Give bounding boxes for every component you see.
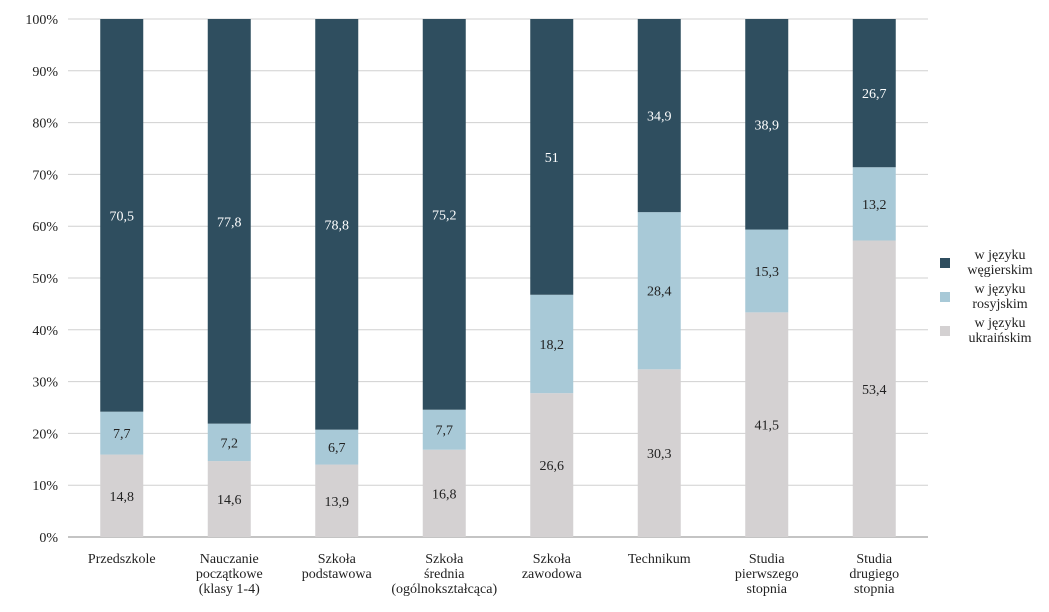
value-label: 7,7	[436, 424, 454, 439]
legend-label: w języku węgierskim	[967, 248, 1033, 278]
x-tick-label-line: Studia	[856, 552, 893, 567]
bar-segment	[852, 167, 896, 241]
y-tick-label: 30%	[32, 376, 58, 391]
value-label: 51	[545, 151, 559, 166]
bar-segment	[745, 312, 789, 537]
value-label: 16,8	[432, 487, 457, 502]
value-label: 7,2	[221, 436, 239, 451]
value-label: 13,9	[325, 495, 350, 510]
legend: w języku węgierskim w języku rosyjskim w j…	[940, 248, 1049, 350]
x-tick-label: Nauczanie początkowe (klasy 1-4)	[196, 552, 263, 597]
bar-segment	[852, 240, 896, 537]
y-tick-label: 40%	[32, 324, 58, 339]
x-tick-label-line: (ogólnokształcąca)	[391, 582, 497, 597]
x-tick-label-line: stopnia	[747, 582, 788, 597]
x-tick-label-line: zawodowa	[522, 567, 583, 582]
chart: 0% 10% 20% 30% 40% 50% 60% 70% 80% 90% 100% 14,8 7,7…	[25, 13, 928, 597]
value-label: 26,7	[862, 87, 887, 102]
bar-segment	[422, 409, 466, 450]
x-tick-label-line: Szkoła	[318, 552, 357, 567]
bar-segment	[637, 19, 681, 213]
x-tick-label-line: Przedszkole	[88, 552, 156, 567]
x-tick-label: Szkoła podstawowa	[302, 552, 373, 582]
value-label: 34,9	[647, 110, 672, 125]
x-tick-label-line: Szkoła	[425, 552, 464, 567]
x-tick-label: Studia pierwszego stopnia	[735, 552, 799, 597]
y-tick-label: 90%	[32, 65, 58, 80]
x-tick-label: Studia drugiego stopnia	[849, 552, 899, 597]
bar-segment	[315, 464, 359, 537]
y-tick-label: 80%	[32, 117, 58, 132]
y-tick-label: 60%	[32, 220, 58, 235]
y-tick-label: 10%	[32, 479, 58, 494]
x-tick-label: Szkoła zawodowa	[522, 552, 583, 582]
legend-swatch	[940, 292, 950, 302]
value-label: 7,7	[113, 427, 131, 442]
x-tick-label-line: podstawowa	[302, 567, 373, 582]
y-tick-label: 20%	[32, 427, 58, 442]
y-tick-label: 0%	[39, 531, 58, 546]
x-tick-label: Technikum	[628, 552, 691, 567]
y-tick-label: 100%	[25, 13, 58, 28]
x-tick-label: Przedszkole	[88, 552, 156, 567]
bar-segment	[530, 19, 574, 295]
bar-segment	[207, 19, 251, 424]
bar-segment	[637, 212, 681, 370]
value-label: 14,8	[110, 490, 135, 505]
x-tick-label-line: stopnia	[854, 582, 895, 597]
legend-label: w języku rosyjskim	[972, 282, 1028, 312]
x-tick-label-line: początkowe	[196, 567, 263, 582]
bar-segment	[637, 369, 681, 537]
y-tick-label: 50%	[32, 272, 58, 287]
value-label: 75,2	[432, 208, 457, 223]
legend-item: w języku węgierskim	[940, 248, 1049, 278]
x-tick-label-line: średnia	[424, 567, 465, 582]
x-tick-label-line: Szkoła	[533, 552, 572, 567]
value-label: 15,3	[755, 265, 780, 280]
value-label: 28,4	[647, 285, 672, 300]
x-tick-label-line: Technikum	[628, 552, 691, 567]
x-tick-label: Szkoła średnia (ogólnokształcąca)	[391, 552, 497, 597]
bar-segment	[315, 19, 359, 430]
value-label: 30,3	[647, 447, 672, 462]
x-tick-label-line: Nauczanie	[200, 552, 259, 567]
bar-segment	[745, 19, 789, 230]
bar-segment	[422, 19, 466, 410]
bar-segment	[745, 229, 789, 313]
legend-swatch	[940, 258, 950, 268]
legend-item: w języku ukraińskim	[940, 316, 1049, 346]
value-label: 77,8	[217, 215, 242, 230]
bar-segment	[207, 461, 251, 537]
bar-segment	[530, 294, 574, 394]
bar-segment	[315, 429, 359, 465]
value-label: 13,2	[862, 198, 887, 213]
value-label: 18,2	[540, 338, 565, 353]
bar-segment	[530, 393, 574, 537]
bar-segment	[852, 19, 896, 168]
x-tick-label-line: (klasy 1-4)	[199, 582, 260, 597]
y-tick-label: 70%	[32, 168, 58, 183]
x-tick-label-line: pierwszego	[735, 567, 799, 582]
legend-item: w języku rosyjskim	[940, 282, 1049, 312]
bar-segment	[100, 19, 144, 412]
legend-swatch	[940, 326, 950, 336]
x-tick-label-line: Studia	[749, 552, 786, 567]
value-label: 41,5	[755, 419, 780, 434]
legend-label: w języku ukraińskim	[968, 316, 1032, 346]
value-label: 6,7	[328, 441, 346, 456]
bar-segment	[100, 411, 144, 455]
x-tick-label-line: drugiego	[849, 567, 899, 582]
bar-segment	[100, 454, 144, 537]
bar-segment	[207, 423, 251, 462]
value-label: 38,9	[755, 118, 780, 133]
value-label: 26,6	[540, 459, 565, 474]
value-label: 78,8	[325, 218, 350, 233]
value-label: 14,6	[217, 493, 242, 508]
value-label: 70,5	[110, 209, 135, 224]
bar-segment	[422, 449, 466, 537]
value-label: 53,4	[862, 383, 887, 398]
